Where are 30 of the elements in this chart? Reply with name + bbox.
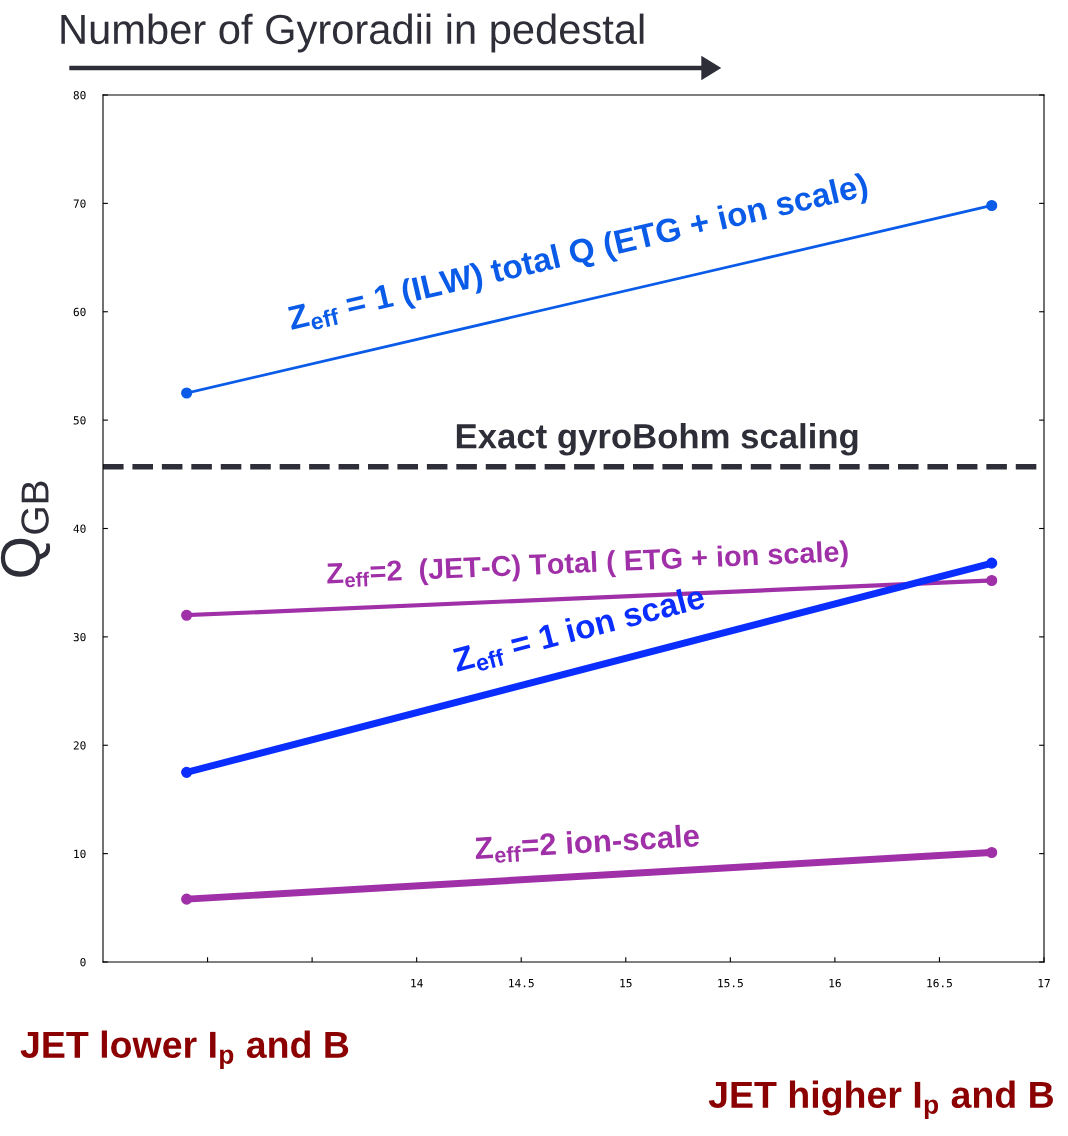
x-tick-label: 16.5: [927, 978, 952, 988]
y-tick-label: 20: [73, 741, 86, 750]
x-tick-label: 16: [829, 978, 841, 988]
y-tick-label: 40: [73, 524, 86, 533]
y-tick-label: 60: [73, 307, 86, 317]
text: JET higher I$_{p}$ and B: [708, 1080, 1053, 1120]
text: Z$_{eff}$ = 1 (ILW) total Q (ETG + ion scale): [286, 171, 871, 337]
y-axis-title: Q$_{GB}$: [0, 481, 51, 577]
point: [986, 846, 998, 859]
point: [181, 766, 193, 778]
x-tick-label: 14.5: [509, 979, 534, 988]
x-tick-label: 14: [411, 979, 423, 988]
y-tick-label: 10: [74, 849, 86, 859]
y-tick-label: 70: [73, 199, 86, 208]
point: [181, 609, 193, 621]
y-tick-label: 0: [80, 958, 86, 967]
x-tick-label: 15.5: [718, 979, 743, 988]
y-tick-label: 50: [73, 416, 86, 425]
x-tick-label: 15: [620, 979, 632, 988]
x-tick-label: 17: [1038, 979, 1050, 988]
point: [181, 387, 193, 399]
ref-line-label: Exact gyroBohm scaling: [456, 423, 858, 456]
y-tick-label: 30: [73, 632, 86, 642]
point: [986, 574, 998, 587]
point: [986, 199, 998, 212]
text: JET lower I$_{p}$ and B: [20, 1030, 349, 1070]
point: [986, 557, 998, 569]
chart-title: Number of Gyroradii in pedestal: [61, 13, 644, 53]
y-tick-label: 80: [73, 91, 86, 100]
series-label: Z$_{eff}$=2 ion-scale: [474, 823, 700, 865]
